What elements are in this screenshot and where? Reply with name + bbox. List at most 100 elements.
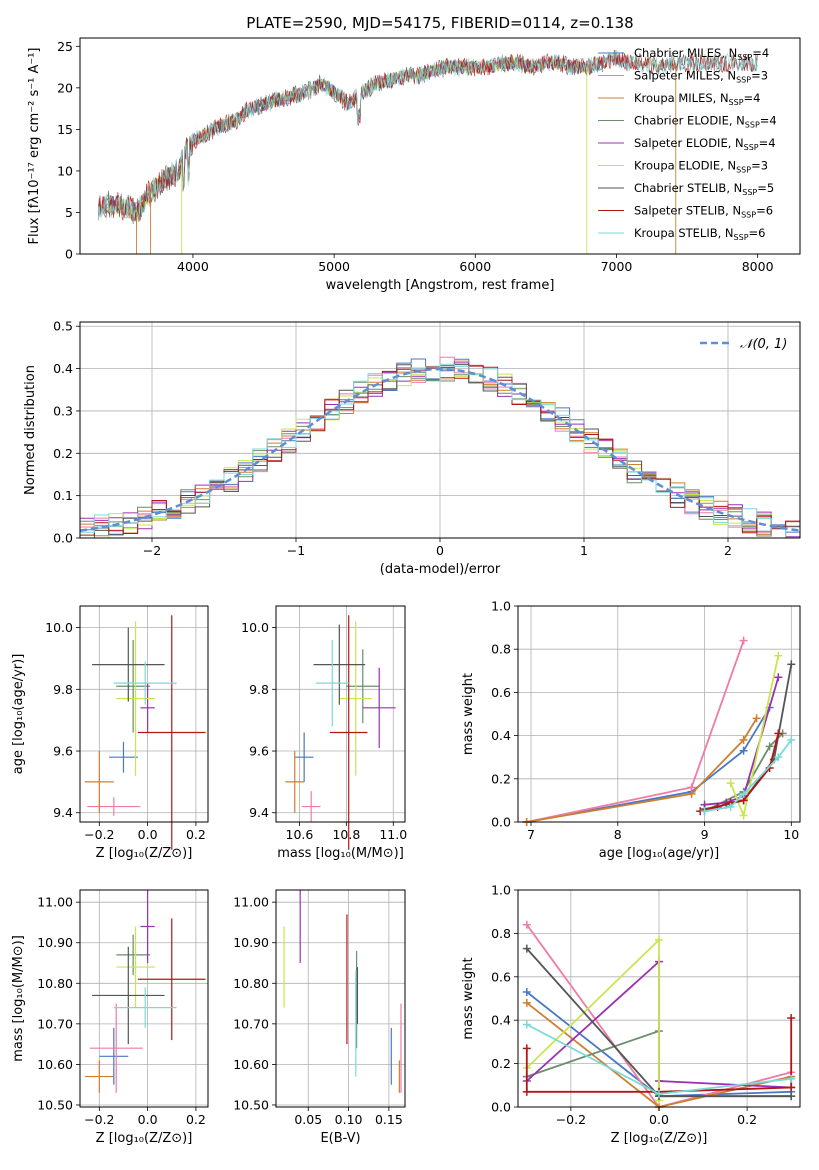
x-tick-label: 11.0: [379, 827, 407, 842]
legend-entry-sub: SSP: [744, 143, 759, 152]
mass-vs-ebv-frame: [275, 889, 406, 1108]
y-tick-label: 15: [57, 122, 73, 137]
x-tick-label: 0.05: [294, 1112, 322, 1127]
legend-entry-tail: =4: [759, 136, 776, 150]
y-tick-label: 10.0: [45, 620, 73, 635]
y-tick-label: 9.4: [53, 805, 73, 820]
spectrum-plot-area: [98, 49, 758, 254]
legend-entry: Kroupa ELODIE, NSSP=3: [634, 159, 768, 175]
weight-marker: [739, 735, 748, 744]
x-tick-label: 7: [527, 827, 535, 842]
y-tick-label: 5: [65, 205, 73, 220]
y-tick-label: 0.1: [53, 488, 73, 503]
spectrum-ticks: 4000 5000 6000 7000 8000 0 5 10 15 20 25: [57, 39, 774, 274]
x-tick-label: 0.0: [138, 827, 158, 842]
weight-marker: [787, 735, 796, 744]
spectrum-line: [98, 56, 589, 219]
weight-series: [700, 735, 796, 816]
age-vs-mass-plot-area: [285, 615, 396, 850]
weight-marker: [700, 807, 709, 816]
weight-marker: [739, 746, 748, 755]
data-point: [92, 627, 165, 702]
data-point: [362, 667, 396, 748]
x-tick-label: 6000: [459, 259, 491, 274]
y-tick-label: 0.2: [53, 446, 73, 461]
residual-legend: 𝒩(0, 1): [700, 337, 787, 352]
x-axis-label: age [log₁₀(age/yr)]: [599, 846, 720, 861]
histogram-step: [80, 363, 800, 539]
y-tick-label: 0.2: [491, 771, 511, 786]
y-tick-label: 9.4: [249, 805, 269, 820]
x-tick-label: 0: [436, 543, 444, 558]
mass-vs-z-panel: −0.2 0.0 0.2 10.50 10.60 10.70 10.80 10.90 11.00…: [11, 889, 209, 1146]
weight-marker: [687, 789, 696, 798]
residuals-panel: −2 −1 0 1 2 0.0 0.1 0.2 0.3 0.4 0.5 (data-model)/er…: [23, 319, 801, 577]
legend-entry: Chabrier STELIB, NSSP=5: [634, 181, 774, 197]
y-tick-label: 10.80: [233, 976, 269, 991]
weight-marker: [752, 714, 761, 723]
y-tick-label: 0.8: [491, 642, 511, 657]
weight-marker: [522, 998, 531, 1007]
spectrum-panel: 4000 5000 6000 7000 8000 0 5 10 15 20 25 wavelength…: [27, 14, 801, 293]
x-tick-label: 4000: [177, 259, 209, 274]
data-point: [137, 918, 206, 1041]
spectrum-frame: [79, 37, 801, 255]
x-tick-label: 8000: [742, 259, 774, 274]
y-tick-label: 1.0: [491, 883, 511, 898]
legend-entry-tail: =6: [749, 226, 766, 240]
legend-entry: Chabrier MILES, NSSP=4: [634, 46, 769, 62]
legend-entry-sub: SSP: [737, 53, 752, 62]
y-axis-label: Normed distribution: [23, 365, 38, 495]
weight-series: [522, 1020, 796, 1098]
data-point: [108, 741, 138, 773]
x-tick-label: 10.6: [286, 827, 314, 842]
weight-marker: [774, 729, 783, 738]
y-tick-label: 0.6: [491, 685, 511, 700]
mass-vs-z-ticks: −0.2 0.0 0.2 10.50 10.60 10.70 10.80 10.90 11.00: [37, 895, 206, 1127]
y-tick-label: 0.4: [491, 1013, 511, 1028]
weight-vs-age-frame: [517, 605, 801, 823]
y-tick-label: 0.0: [491, 1100, 511, 1115]
legend-entry-sub: SSP: [736, 166, 751, 175]
x-tick-label: 0.10: [335, 1112, 363, 1127]
data-point: [99, 1027, 129, 1085]
legend-entry-sub: SSP: [729, 98, 744, 107]
weight-marker: [655, 1089, 663, 1098]
data-point: [87, 797, 141, 816]
residuals-ticks: −2 −1 0 1 2 0.0 0.1 0.2 0.3 0.4 0.5: [53, 319, 732, 558]
weight-marker: [787, 1014, 796, 1023]
weight-marker: [522, 1044, 531, 1053]
y-tick-label: 11.00: [233, 895, 269, 910]
x-tick-label: 0.0: [138, 1112, 158, 1127]
x-tick-label: 10: [783, 827, 799, 842]
y-tick-label: 11.00: [37, 895, 73, 910]
weight-marker: [726, 779, 735, 788]
weight-marker: [726, 802, 735, 811]
x-axis-label: Z [log₁₀(Z/Z⊙)]: [611, 1131, 708, 1146]
data-point: [113, 987, 177, 1028]
x-tick-label: 0.2: [186, 1112, 206, 1127]
legend-entry-tail: =4: [760, 114, 777, 128]
legend-entry-name: Kroupa STELIB, N: [634, 226, 734, 240]
y-tick-label: 20: [57, 80, 73, 95]
legend-entry-name: Salpeter MILES, N: [634, 69, 736, 83]
x-tick-label: 1: [580, 543, 588, 558]
y-tick-label: 10.50: [233, 1097, 269, 1112]
weight-series: [522, 703, 774, 826]
x-tick-label: 10.8: [332, 827, 360, 842]
data-point: [116, 934, 151, 976]
legend-entry-sub: SSP: [741, 211, 756, 220]
y-tick-label: 0.3: [53, 403, 73, 418]
y-tick-label: 10: [57, 163, 73, 178]
x-axis-label: mass [log₁₀(M/M⊙)]: [277, 846, 404, 861]
weight-vs-age-grid: [518, 605, 800, 823]
legend-entry: Salpeter ELODIE, NSSP=4: [634, 136, 776, 152]
weight-line: [704, 739, 793, 813]
weight-marker: [739, 789, 748, 798]
y-tick-label: 10.70: [37, 1016, 73, 1031]
y-tick-label: 10.90: [37, 935, 73, 950]
legend-entry-name: Kroupa MILES, N: [634, 91, 729, 105]
data-point: [329, 615, 368, 850]
